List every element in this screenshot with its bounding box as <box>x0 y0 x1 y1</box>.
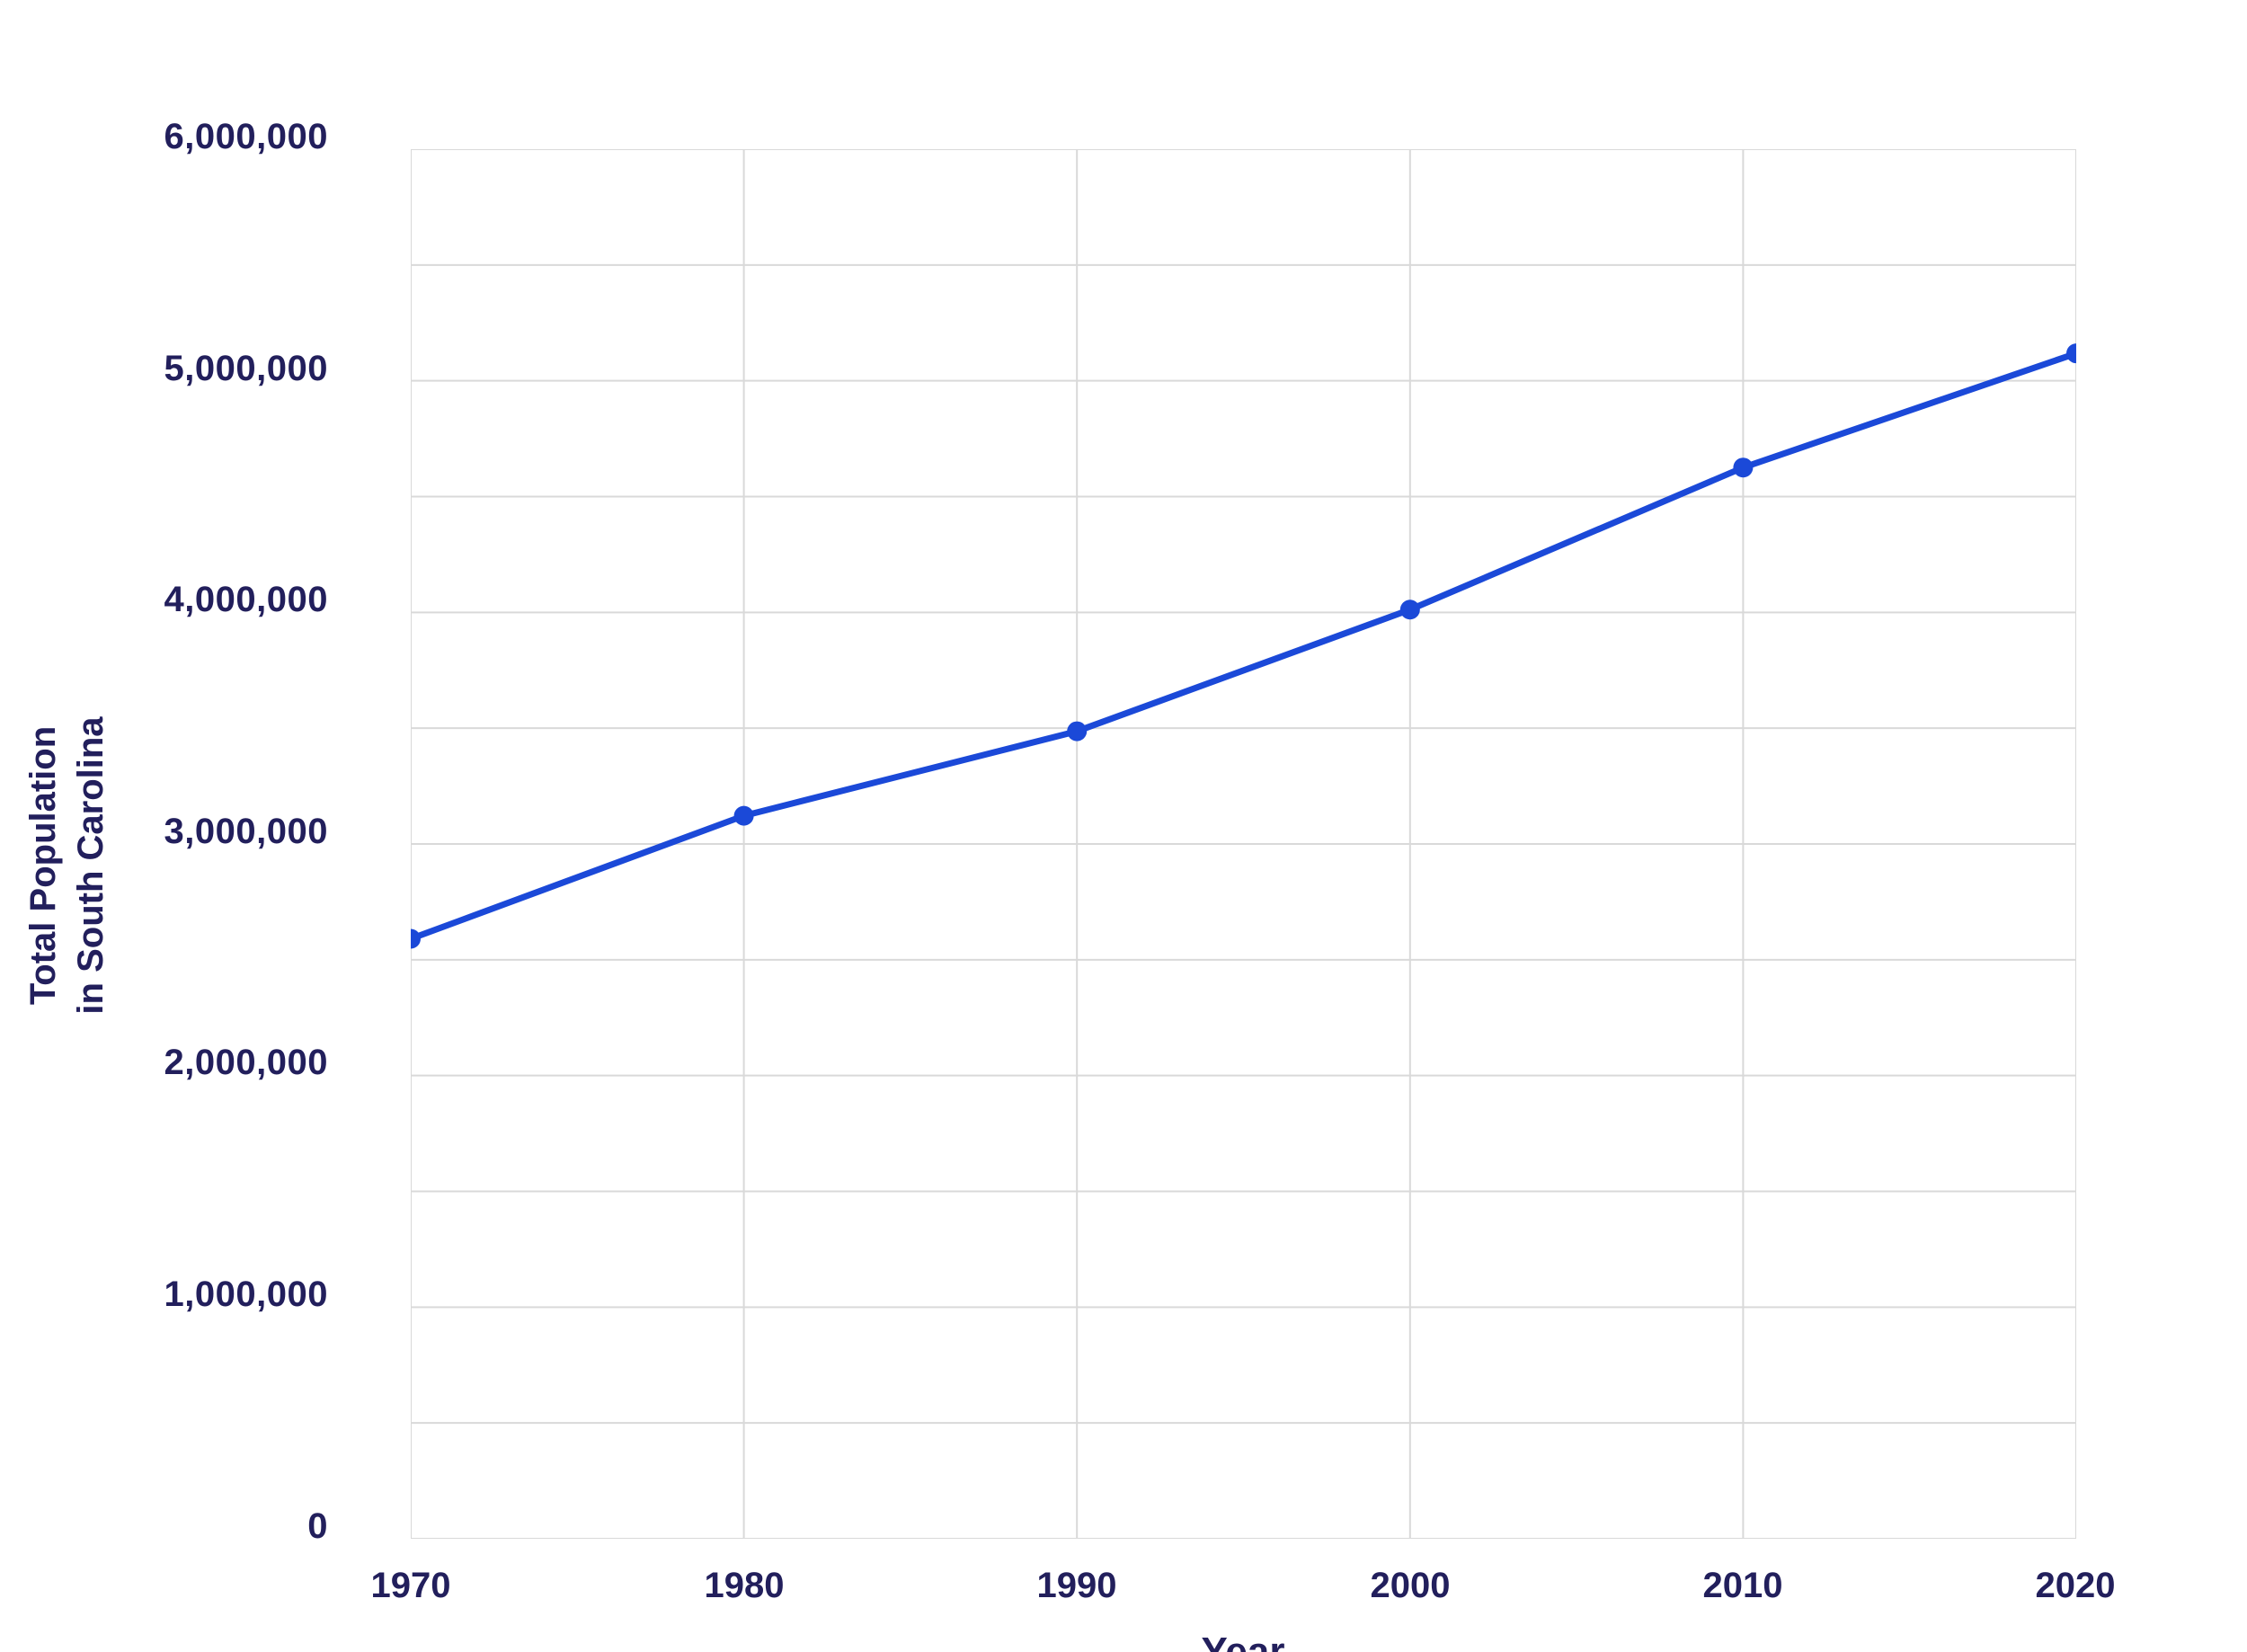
y-tick-label-5m: 5,000,000 <box>164 349 328 388</box>
x-tick-label-2020: 2020 <box>2035 1566 2116 1605</box>
y-tick-label-3m: 3,000,000 <box>164 812 328 851</box>
x-tick-label-1980: 1980 <box>704 1566 785 1605</box>
data-point-2020 <box>2066 343 2076 364</box>
y-tick-label-2m: 2,000,000 <box>164 1043 328 1082</box>
y-tick-label-0: 0 <box>307 1506 328 1546</box>
data-point-1990 <box>1067 721 1088 742</box>
y-tick-label-1m: 1,000,000 <box>164 1275 328 1314</box>
data-point-1980 <box>733 805 754 826</box>
x-tick-label-2010: 2010 <box>1702 1566 1783 1605</box>
data-point-2010 <box>1733 457 1754 478</box>
y-tick-label-6m: 6,000,000 <box>164 117 328 156</box>
data-point-2000 <box>1399 600 1420 620</box>
x-axis-title: Year <box>1201 1630 1285 1652</box>
x-tick-label-2000: 2000 <box>1370 1566 1451 1605</box>
x-tick-label-1990: 1990 <box>1036 1566 1117 1605</box>
data-point-1970 <box>411 928 421 949</box>
y-tick-label-4m: 4,000,000 <box>164 580 328 619</box>
x-tick-label-1970: 1970 <box>370 1566 451 1605</box>
plot-area <box>411 149 2076 1539</box>
series-line <box>411 350 2076 943</box>
